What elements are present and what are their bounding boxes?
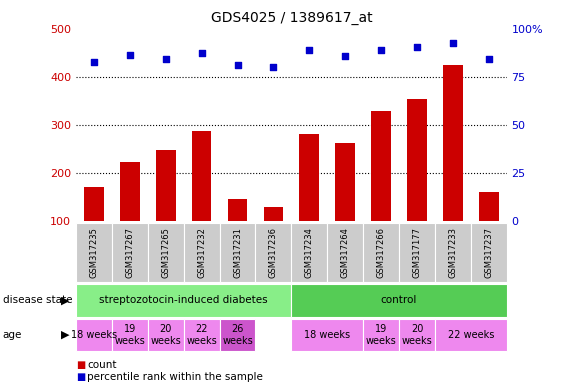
Text: streptozotocin-induced diabetes: streptozotocin-induced diabetes <box>99 295 268 306</box>
Bar <box>363 223 399 282</box>
Text: GSM317232: GSM317232 <box>197 227 206 278</box>
Bar <box>443 65 463 269</box>
Text: ■: ■ <box>76 360 85 370</box>
Bar <box>112 319 148 351</box>
Point <box>126 52 135 58</box>
Bar <box>399 223 435 282</box>
Title: GDS4025 / 1389617_at: GDS4025 / 1389617_at <box>211 11 372 25</box>
Text: age: age <box>3 330 22 340</box>
Text: disease state: disease state <box>3 295 72 306</box>
Point <box>377 47 386 53</box>
Bar <box>292 223 327 282</box>
Bar <box>435 223 471 282</box>
Bar <box>184 223 220 282</box>
Text: 20
weeks: 20 weeks <box>401 324 432 346</box>
Bar <box>227 199 247 269</box>
Point <box>413 44 422 50</box>
Bar <box>148 223 184 282</box>
Text: 18 weeks: 18 weeks <box>304 330 350 340</box>
Point <box>90 59 99 65</box>
Bar <box>184 319 220 351</box>
Bar <box>76 223 112 282</box>
Bar <box>76 284 292 317</box>
Bar <box>336 142 355 269</box>
Text: GSM317234: GSM317234 <box>305 227 314 278</box>
Text: GSM317265: GSM317265 <box>161 227 170 278</box>
Text: ▶: ▶ <box>61 295 69 306</box>
Text: control: control <box>381 295 417 306</box>
Bar <box>471 223 507 282</box>
Text: GSM317236: GSM317236 <box>269 227 278 278</box>
Bar <box>112 223 148 282</box>
Bar <box>399 319 435 351</box>
Text: GSM317267: GSM317267 <box>126 227 135 278</box>
Bar <box>407 99 427 269</box>
Bar <box>292 284 507 317</box>
Text: 19
weeks: 19 weeks <box>114 324 145 346</box>
Bar <box>371 111 391 269</box>
Text: 20
weeks: 20 weeks <box>150 324 181 346</box>
Point <box>269 64 278 70</box>
Bar <box>327 223 363 282</box>
Text: 19
weeks: 19 weeks <box>366 324 396 346</box>
Point <box>197 50 206 56</box>
Text: count: count <box>87 360 117 370</box>
Text: GSM317237: GSM317237 <box>484 227 493 278</box>
Bar <box>435 319 507 351</box>
Text: GSM317233: GSM317233 <box>448 227 457 278</box>
Text: 22 weeks: 22 weeks <box>448 330 494 340</box>
Bar <box>148 319 184 351</box>
Bar <box>192 131 212 269</box>
Bar <box>76 319 112 351</box>
Point <box>161 55 170 61</box>
Text: GSM317231: GSM317231 <box>233 227 242 278</box>
Bar <box>220 319 256 351</box>
Text: percentile rank within the sample: percentile rank within the sample <box>87 372 263 382</box>
Bar <box>220 223 256 282</box>
Text: 22
weeks: 22 weeks <box>186 324 217 346</box>
Text: 26
weeks: 26 weeks <box>222 324 253 346</box>
Text: ■: ■ <box>76 372 85 382</box>
Text: 18 weeks: 18 weeks <box>71 330 117 340</box>
Point <box>341 53 350 59</box>
Text: ▶: ▶ <box>61 330 69 340</box>
Point <box>233 62 242 68</box>
Point <box>448 40 457 46</box>
Bar <box>479 192 499 269</box>
Text: GSM317264: GSM317264 <box>341 227 350 278</box>
Bar <box>120 162 140 269</box>
Bar <box>363 319 399 351</box>
Bar <box>292 319 363 351</box>
Bar <box>156 150 176 269</box>
Text: GSM317177: GSM317177 <box>413 227 422 278</box>
Bar <box>256 223 292 282</box>
Bar <box>300 134 319 269</box>
Text: GSM317266: GSM317266 <box>377 227 386 278</box>
Text: GSM317235: GSM317235 <box>90 227 99 278</box>
Point <box>305 47 314 53</box>
Bar <box>263 207 283 269</box>
Bar <box>84 187 104 269</box>
Point <box>484 55 493 61</box>
